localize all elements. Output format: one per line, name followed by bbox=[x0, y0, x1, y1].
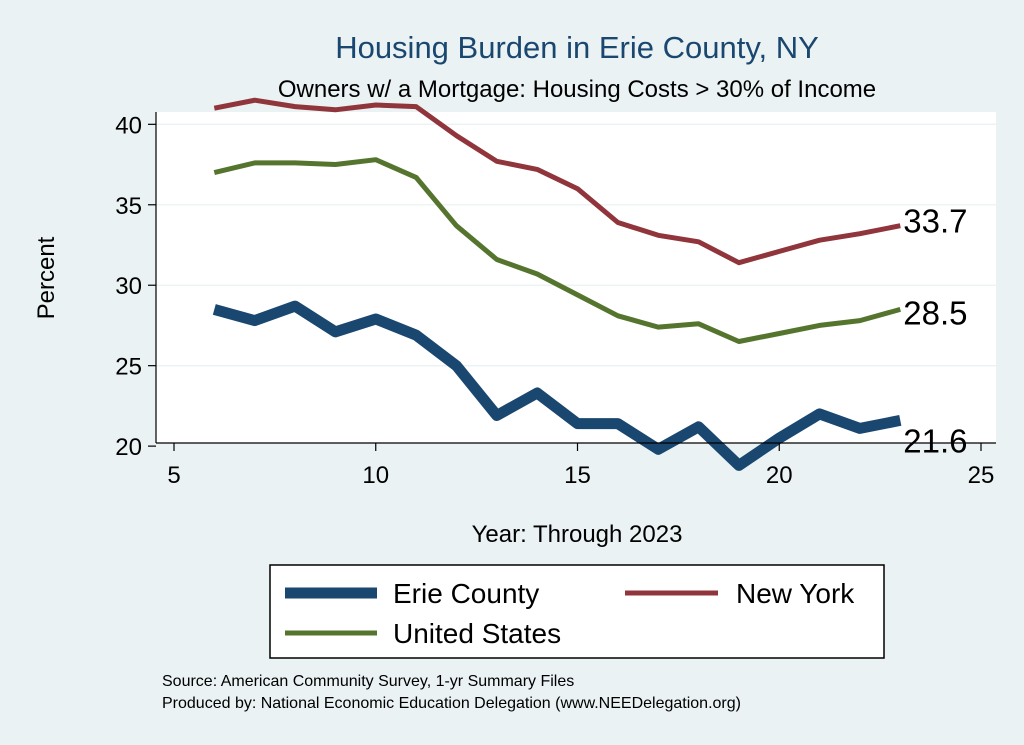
x-tick-label: 20 bbox=[766, 462, 793, 489]
end-labels: 21.6 33.7 28.5 bbox=[903, 203, 967, 460]
x-axis-title: Year: Through 2023 bbox=[472, 521, 683, 548]
y-tick-label: 25 bbox=[115, 354, 142, 381]
plot-area bbox=[156, 112, 996, 443]
series-line-new-york bbox=[213, 97, 901, 266]
legend-label-new-york: New York bbox=[736, 578, 855, 609]
producer-note: Produced by: National Economic Education… bbox=[162, 695, 741, 712]
y-tick-label: 40 bbox=[115, 112, 142, 139]
chart-subtitle: Owners w/ a Mortgage: Housing Costs > 30… bbox=[278, 76, 876, 103]
end-label-new-york: 33.7 bbox=[903, 203, 967, 240]
series-line-united-states bbox=[213, 157, 901, 344]
x-tick-label: 15 bbox=[564, 462, 591, 489]
series-line-erie-county bbox=[212, 300, 902, 471]
y-axis-title: Percent bbox=[33, 236, 60, 319]
series-lines bbox=[212, 97, 902, 471]
y-tick-label: 20 bbox=[115, 434, 142, 461]
y-tick-label: 35 bbox=[115, 193, 142, 220]
y-tick-label: 30 bbox=[115, 273, 142, 300]
x-tick-label: 5 bbox=[167, 462, 180, 489]
x-axis-ticks: 5 10 15 20 25 bbox=[167, 443, 994, 489]
legend-label-united-states: United States bbox=[393, 618, 561, 649]
x-tick-label: 25 bbox=[968, 462, 995, 489]
legend-label-erie-county: Erie County bbox=[393, 578, 539, 609]
y-axis-ticks: 20 25 30 35 40 bbox=[115, 112, 156, 461]
chart-title: Housing Burden in Erie County, NY bbox=[335, 30, 819, 65]
end-label-erie-county: 21.6 bbox=[903, 422, 967, 459]
end-label-united-states: 28.5 bbox=[903, 294, 967, 331]
source-note: Source: American Community Survey, 1-yr … bbox=[162, 673, 574, 690]
legend-box bbox=[269, 564, 885, 659]
x-tick-label: 10 bbox=[362, 462, 389, 489]
gridlines bbox=[156, 123, 996, 447]
legend: Erie County New York United States bbox=[269, 564, 885, 659]
